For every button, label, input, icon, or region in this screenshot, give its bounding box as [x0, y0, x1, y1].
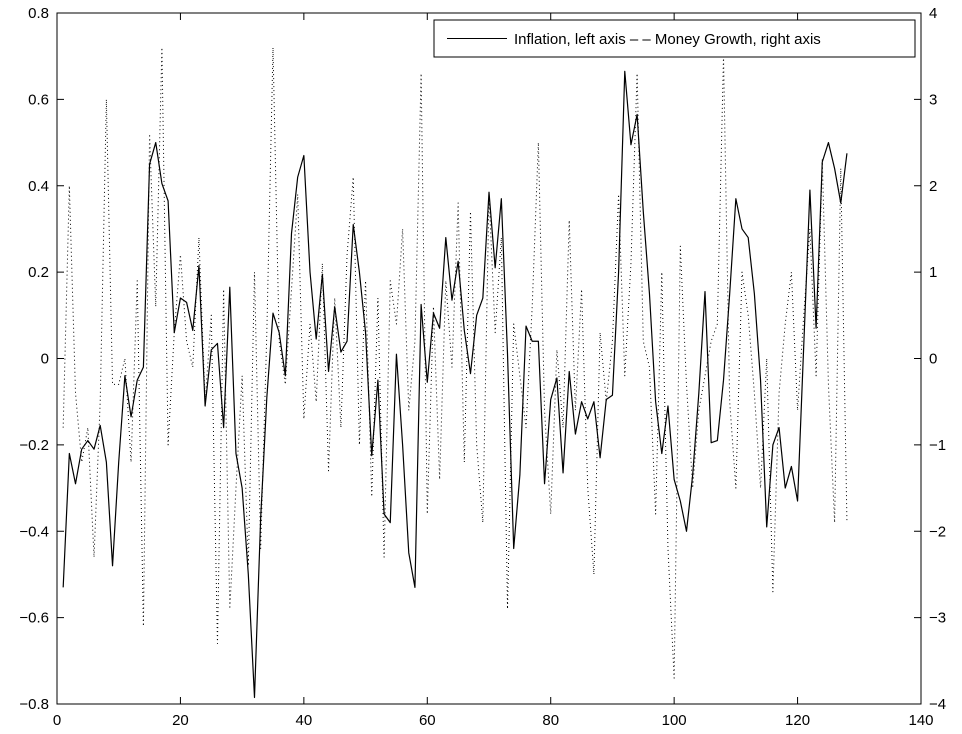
- y-right-tick-label: 3: [929, 91, 937, 108]
- x-tick-label: 140: [908, 712, 933, 729]
- plot-frame: [56, 12, 922, 705]
- y-left-tick-label: 0.2: [28, 264, 49, 281]
- y-right-tick-label: 2: [929, 178, 937, 195]
- y-left-tick-label: 0: [41, 351, 49, 368]
- series-group: [62, 47, 848, 699]
- legend-box: [433, 19, 916, 58]
- axis-tick-labels: 0 20 40 60 80 100 120 140−0.8−0.6−0.4−0.200.20.…: [19, 5, 946, 729]
- y-right-tick-label: −1: [929, 437, 946, 454]
- y-right-tick-label: −2: [929, 523, 946, 540]
- x-tick-label: 120: [785, 712, 810, 729]
- y-right-tick-label: −3: [929, 610, 946, 627]
- y-right-tick-label: 4: [929, 5, 937, 22]
- y-left-tick-label: 0.8: [28, 5, 49, 22]
- x-tick-label: 20: [172, 712, 189, 729]
- y-right-tick-label: 0: [929, 351, 937, 368]
- y-left-tick-label: 0.4: [28, 178, 49, 195]
- y-right-tick-label: −4: [929, 696, 946, 713]
- x-tick-label: 80: [542, 712, 559, 729]
- y-left-tick-label: −0.6: [19, 610, 49, 627]
- y-left-tick-label: −0.4: [19, 523, 49, 540]
- x-tick-label: 60: [419, 712, 436, 729]
- money-growth-line: [62, 47, 848, 679]
- legend: Inflation, left axis – – Money Growth, r…: [433, 19, 916, 58]
- x-tick-label: 0: [53, 712, 61, 729]
- y-left-tick-label: −0.8: [19, 696, 49, 713]
- y-left-tick-label: 0.6: [28, 91, 49, 108]
- x-tick-label: 40: [296, 712, 313, 729]
- axis-ticks: [56, 12, 922, 705]
- y-left-tick-label: −0.2: [19, 437, 49, 454]
- x-tick-label: 100: [662, 712, 687, 729]
- legend-text: Inflation, left axis – – Money Growth, r…: [514, 31, 821, 48]
- y-right-tick-label: 1: [929, 264, 937, 281]
- inflation-line: [62, 70, 848, 699]
